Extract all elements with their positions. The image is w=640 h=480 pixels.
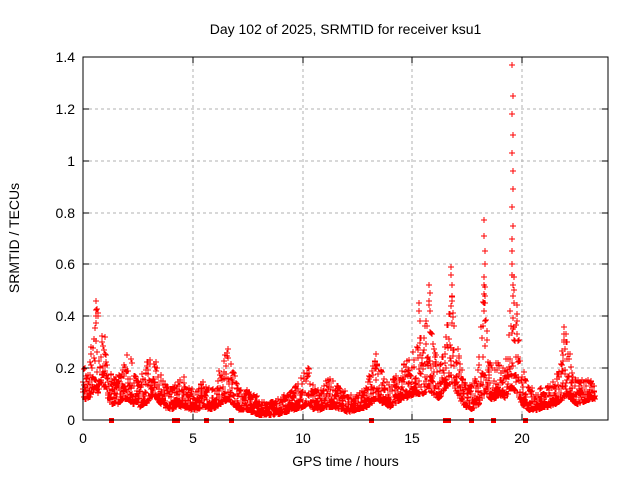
axis-box (82, 56, 609, 421)
x-tick-label: 10 (295, 430, 311, 446)
y-tick-label: 1.4 (56, 49, 76, 65)
x-tick-label: 15 (404, 430, 420, 446)
y-tick-label: 0.8 (56, 205, 76, 221)
x-tick-label: 5 (189, 430, 197, 446)
y-tick-label: 1.2 (56, 101, 76, 117)
x-tick-labels: 0 5 10 15 20 (79, 430, 530, 446)
grid-lines (83, 57, 608, 420)
x-tick-label: 0 (79, 430, 87, 446)
y-tick-label: 0.2 (56, 360, 76, 376)
y-tick-label: 0.6 (56, 256, 76, 272)
axis-ticks (82, 56, 608, 421)
y-tick-labels: 0 0.2 0.4 0.6 0.8 1 1.2 1.4 (56, 49, 76, 428)
chart-title: Day 102 of 2025, SRMTID for receiver ksu… (209, 21, 482, 37)
scatter-points (80, 62, 598, 418)
x-tick-label: 20 (514, 430, 530, 446)
y-tick-label: 0.4 (56, 308, 76, 324)
y-tick-label: 0 (67, 412, 75, 428)
x-axis-label: GPS time / hours (292, 453, 399, 469)
y-tick-label: 1 (67, 153, 75, 169)
